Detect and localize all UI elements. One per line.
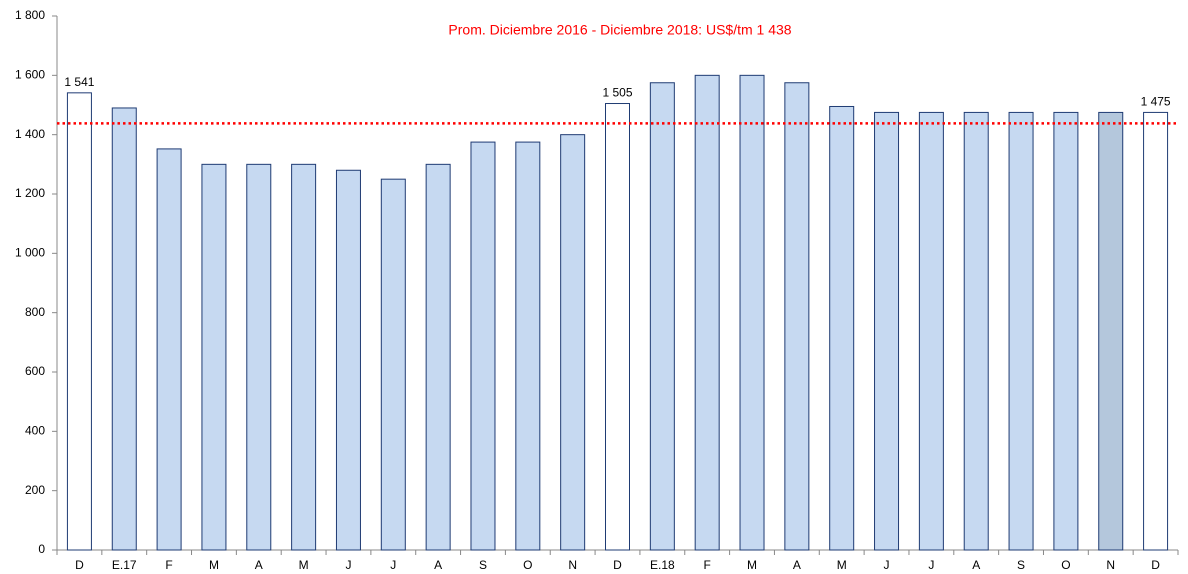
bar <box>1098 111 1124 551</box>
bar <box>1143 111 1169 551</box>
bar <box>470 141 496 551</box>
bar <box>829 105 855 551</box>
x-tick-label: S <box>1017 558 1025 572</box>
bar <box>201 163 227 551</box>
y-tick-label: 1 400 <box>15 127 45 141</box>
bar <box>66 92 92 551</box>
bar <box>918 111 944 551</box>
x-tick-label: E.18 <box>650 558 675 572</box>
bar <box>111 107 137 551</box>
bar <box>246 163 272 551</box>
bar <box>1053 111 1079 551</box>
x-tick-label: M <box>747 558 757 572</box>
bar <box>874 111 900 551</box>
bar <box>156 148 182 551</box>
bar <box>380 178 406 551</box>
x-tick-label: D <box>613 558 622 572</box>
x-tick-label: N <box>1106 558 1115 572</box>
bar <box>1008 111 1034 551</box>
y-tick-label: 400 <box>25 424 45 438</box>
x-tick-label: F <box>165 558 172 572</box>
bar <box>425 163 451 551</box>
x-tick-label: E.17 <box>112 558 137 572</box>
x-tick-label: D <box>75 558 84 572</box>
x-tick-label: M <box>837 558 847 572</box>
x-tick-label: M <box>299 558 309 572</box>
value-label: 1 475 <box>1141 95 1171 109</box>
bar <box>739 74 765 551</box>
bar <box>963 111 989 551</box>
bar <box>515 141 541 551</box>
y-tick-label: 1 200 <box>15 186 45 200</box>
bar <box>291 163 317 551</box>
x-tick-label: A <box>972 558 980 572</box>
y-tick-label: 0 <box>38 542 45 556</box>
bar <box>560 134 586 551</box>
bar <box>784 82 810 551</box>
bar <box>694 74 720 551</box>
y-tick-label: 1 800 <box>15 8 45 22</box>
bar <box>605 103 630 551</box>
x-tick-label: O <box>523 558 532 572</box>
y-tick-label: 200 <box>25 483 45 497</box>
x-tick-label: F <box>704 558 711 572</box>
x-tick-label: J <box>928 558 934 572</box>
x-tick-label: J <box>884 558 890 572</box>
x-tick-label: J <box>390 558 396 572</box>
x-tick-label: A <box>434 558 442 572</box>
x-tick-label: M <box>209 558 219 572</box>
y-tick-label: 800 <box>25 305 45 319</box>
chart-title: Prom. Diciembre 2016 - Diciembre 2018: U… <box>448 22 791 38</box>
x-tick-label: A <box>255 558 263 572</box>
value-label: 1 541 <box>64 75 94 89</box>
y-tick-label: 600 <box>25 364 45 378</box>
y-tick-label: 1 000 <box>15 246 45 260</box>
bar <box>335 169 361 551</box>
x-tick-label: N <box>568 558 577 572</box>
x-tick-label: S <box>479 558 487 572</box>
x-tick-label: A <box>793 558 801 572</box>
value-label: 1 505 <box>602 86 632 100</box>
x-tick-label: D <box>1151 558 1160 572</box>
x-tick-label: O <box>1061 558 1070 572</box>
x-tick-label: J <box>345 558 351 572</box>
y-tick-label: 1 600 <box>15 68 45 82</box>
bar <box>649 82 675 551</box>
